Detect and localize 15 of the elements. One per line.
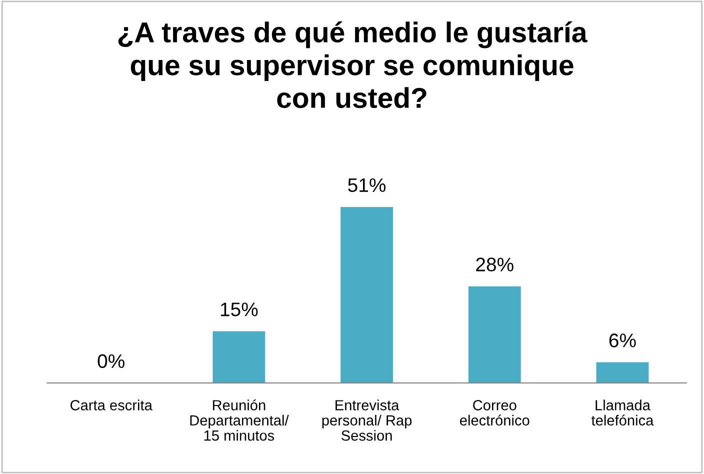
data-label: 51% xyxy=(348,178,386,192)
x-tick-label: Reunión Departamental/ 15 minutos xyxy=(190,399,289,441)
x-tick-label: Llamada telefónica xyxy=(591,400,654,426)
x-tick-label: Correo electrónico xyxy=(460,400,530,426)
data-label: 15% xyxy=(220,302,258,316)
chart-title: ¿A traves de qué medio le gustaría que su supervisor se comunique con usted? xyxy=(118,21,588,108)
x-tick-label: Carta escrita xyxy=(70,400,152,410)
bar xyxy=(340,206,393,383)
data-label: 28% xyxy=(476,258,514,272)
data-label: 0% xyxy=(98,354,124,368)
data-label: 6% xyxy=(609,334,636,348)
bar xyxy=(468,286,521,383)
bar xyxy=(212,331,266,383)
x-tick-label: Entrevista personal/ Rap Session xyxy=(322,400,412,441)
bar xyxy=(596,362,649,383)
